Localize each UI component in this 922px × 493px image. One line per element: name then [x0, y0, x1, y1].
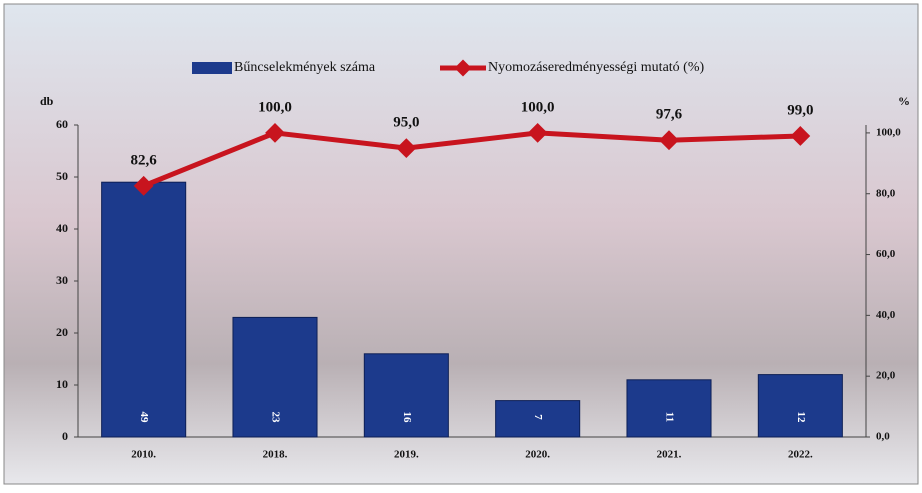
line-value-label: 82,6: [131, 152, 158, 168]
x-tick-label: 2018.: [263, 449, 288, 461]
y2-axis-label: %: [898, 94, 910, 108]
bar: [758, 375, 842, 437]
line-value-label: 95,0: [393, 115, 419, 131]
y-tick-label: 50: [56, 169, 68, 183]
chart: db % 0 10 20 30 40 50 60 0,0 20,0 40,0 60,0 80,0 100…: [0, 0, 922, 488]
line-value-label: 97,6: [656, 107, 683, 123]
y2-tick-label: 100,0: [876, 126, 901, 138]
page: db % 0 10 20 30 40 50 60 0,0 20,0 40,0 60,0 80,0 100…: [0, 0, 922, 493]
y2-tick-label: 40,0: [876, 309, 896, 321]
y2-tick-label: 20,0: [876, 370, 896, 382]
y-tick-label: 10: [56, 377, 68, 391]
y2-tick-label: 80,0: [876, 187, 896, 199]
x-tick-label: 2022.: [788, 449, 813, 461]
bar-label: 12: [795, 412, 807, 424]
bar: [364, 354, 448, 437]
y-tick-label: 40: [56, 221, 68, 235]
bar-label: 23: [269, 412, 281, 424]
bar-label: 49: [138, 412, 150, 424]
legend-label: Nyomozáseredményességi mutató (%): [488, 60, 704, 75]
legend-label: Bűncselekmények száma: [234, 60, 376, 75]
y-tick-label: 60: [56, 117, 68, 131]
line-value-label: 100,0: [258, 99, 292, 115]
bar-label: 16: [401, 412, 413, 424]
line-value-label: 100,0: [521, 99, 555, 115]
y-tick-label: 20: [56, 325, 68, 339]
bar-label: 7: [532, 414, 544, 420]
y-axis-label: db: [40, 94, 54, 108]
bar-label: 11: [663, 412, 675, 422]
x-tick-label: 2020.: [525, 449, 550, 461]
y-tick-label: 30: [56, 273, 68, 287]
x-tick-label: 2010.: [131, 449, 156, 461]
x-tick-label: 2019.: [394, 449, 419, 461]
y2-tick-label: 60,0: [876, 248, 896, 260]
legend-swatch: [192, 62, 232, 74]
y2-tick-label: 0,0: [876, 431, 890, 443]
bar: [102, 182, 186, 437]
line-value-label: 99,0: [787, 102, 813, 118]
y-tick-label: 0: [62, 429, 68, 443]
x-tick-label: 2021.: [657, 449, 682, 461]
bar: [627, 380, 711, 437]
